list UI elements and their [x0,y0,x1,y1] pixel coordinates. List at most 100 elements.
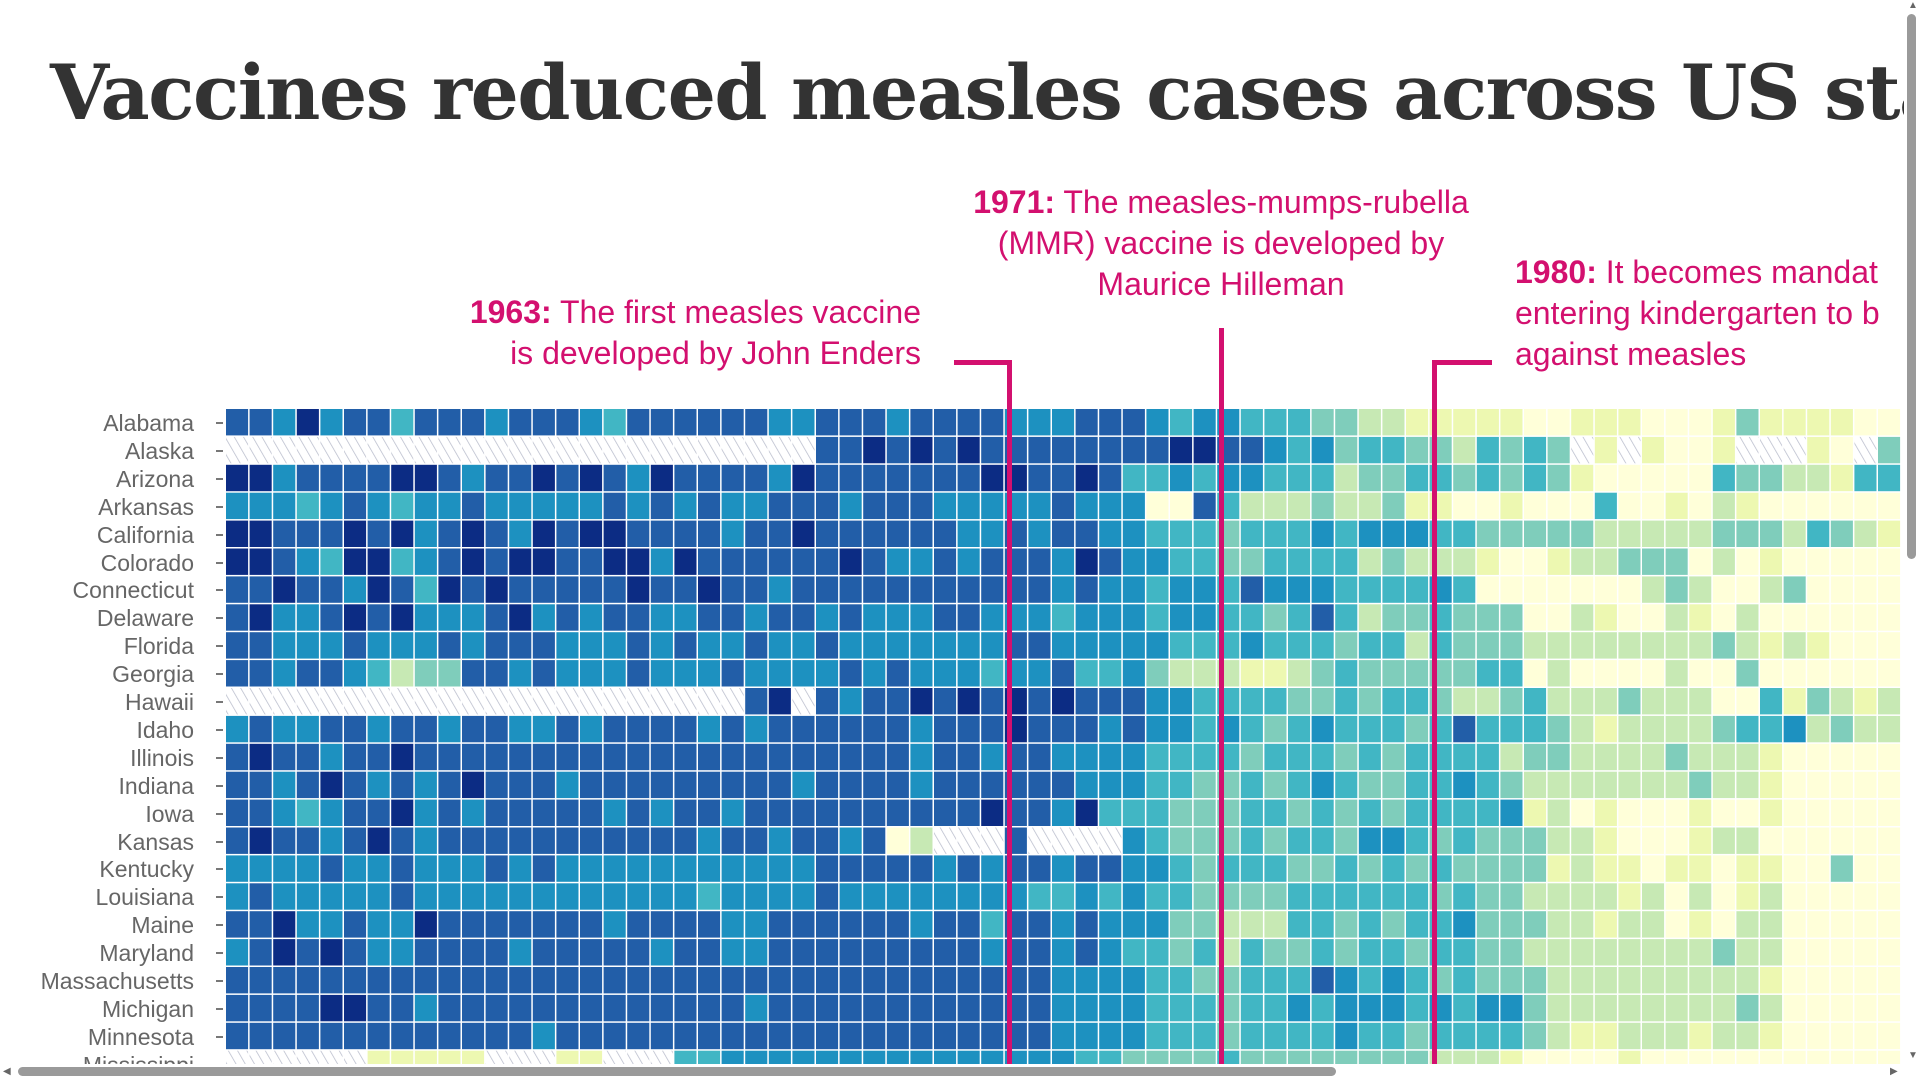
heatmap-cell [1453,492,1476,520]
heatmap-cell [1170,604,1193,631]
heatmap-cell [650,939,673,966]
heatmap-cell [721,492,744,520]
scroll-down-icon[interactable]: ▼ [1908,1050,1918,1061]
heatmap-cell [1311,576,1334,603]
heatmap-cell [1028,771,1051,799]
heatmap-cell [1099,660,1122,687]
state-label: Indiana [118,772,194,799]
missing-cell [296,436,319,464]
heatmap-cell [1571,604,1594,631]
heatmap-cell [1783,743,1806,771]
heatmap-cell [580,967,603,994]
missing-cell [650,688,673,715]
heatmap-cell [934,604,957,631]
heatmap-cell [1807,911,1830,938]
heatmap-cell [650,576,673,603]
heatmap-cell [1500,604,1523,631]
heatmap-cell [1642,715,1665,743]
heatmap-cell [1618,492,1641,520]
heatmap-cell [886,464,909,492]
heatmap-cell [1665,520,1688,547]
heatmap-cell [1736,855,1759,882]
heatmap-cell [438,799,461,826]
heatmap-cell [910,604,933,631]
heatmap-cell [1783,632,1806,659]
heatmap-cell [886,939,909,966]
heatmap-cell [1476,911,1499,938]
heatmap-cell [1547,464,1570,492]
heatmap-cell [816,1022,839,1050]
missing-cell [792,688,815,715]
heatmap-cell [1264,771,1287,799]
heatmap-cell [1099,576,1122,603]
heatmap-cell [344,883,367,910]
heatmap-cell [296,548,319,575]
heatmap-cell [485,911,508,938]
heatmap-cell [1052,409,1075,436]
heatmap-cell [745,827,768,854]
heatmap-cell [1642,1050,1665,1064]
heatmap-cell [1618,660,1641,687]
horizontal-scroll-thumb[interactable] [18,1067,1336,1076]
heatmap-cell [580,883,603,910]
heatmap-cell [1783,715,1806,743]
heatmap-cell [1335,883,1358,910]
heatmap-cell [1878,715,1901,743]
heatmap-cell [1736,715,1759,743]
heatmap-cell [1665,743,1688,771]
scroll-up-icon[interactable]: ▲ [1908,0,1918,11]
heatmap-cell [745,939,768,966]
heatmap-cell [438,827,461,854]
heatmap-cell [1783,464,1806,492]
heatmap-cell [1618,827,1641,854]
scroll-right-icon[interactable]: ▶ [1890,1066,1898,1077]
annotation-connector-1980 [1432,360,1492,365]
missing-cell [981,827,1004,854]
heatmap-cell [1099,715,1122,743]
heatmap-cell [768,464,791,492]
heatmap-cell [1665,715,1688,743]
heatmap-cell [1476,883,1499,910]
heatmap-cell [839,464,862,492]
heatmap-cell [603,855,626,882]
heatmap-cell [1240,1050,1263,1064]
missing-cell [462,688,485,715]
heatmap-cell [1807,1050,1830,1064]
heatmap-cell [462,939,485,966]
heatmap-cell [603,492,626,520]
missing-cell [509,688,532,715]
heatmap-cell [792,827,815,854]
vertical-scrollbar[interactable]: ▲ ▼ [1904,0,1920,1064]
heatmap-cell [721,1050,744,1064]
heatmap-cell [1193,855,1216,882]
vertical-scroll-thumb[interactable] [1907,14,1916,559]
heatmap-cell [344,994,367,1022]
heatmap-cell [1311,911,1334,938]
heatmap-cell [1500,967,1523,994]
heatmap-cell [344,911,367,938]
heatmap-cell [1854,911,1877,938]
horizontal-scrollbar[interactable]: ◀ ▶ [0,1064,1920,1080]
heatmap-cell [462,771,485,799]
scroll-left-icon[interactable]: ◀ [3,1066,11,1077]
heatmap-cell [1052,939,1075,966]
heatmap-cell [1146,604,1169,631]
heatmap-cell [1382,967,1405,994]
heatmap-cell [627,520,650,547]
heatmap-cell [1547,743,1570,771]
heatmap-cell [462,576,485,603]
heatmap-cell [863,632,886,659]
heatmap-cell [1476,520,1499,547]
missing-cell [320,688,343,715]
heatmap-cell [1807,883,1830,910]
heatmap-cell [1594,855,1617,882]
heatmap-cell [745,688,768,715]
heatmap-cell [1736,1022,1759,1050]
heatmap-cell [1594,967,1617,994]
state-label: Iowa [145,800,194,827]
y-tick [216,673,223,676]
heatmap-cell [910,855,933,882]
heatmap-cell [745,1050,768,1064]
heatmap-cell [1500,827,1523,854]
heatmap-cell [367,883,390,910]
